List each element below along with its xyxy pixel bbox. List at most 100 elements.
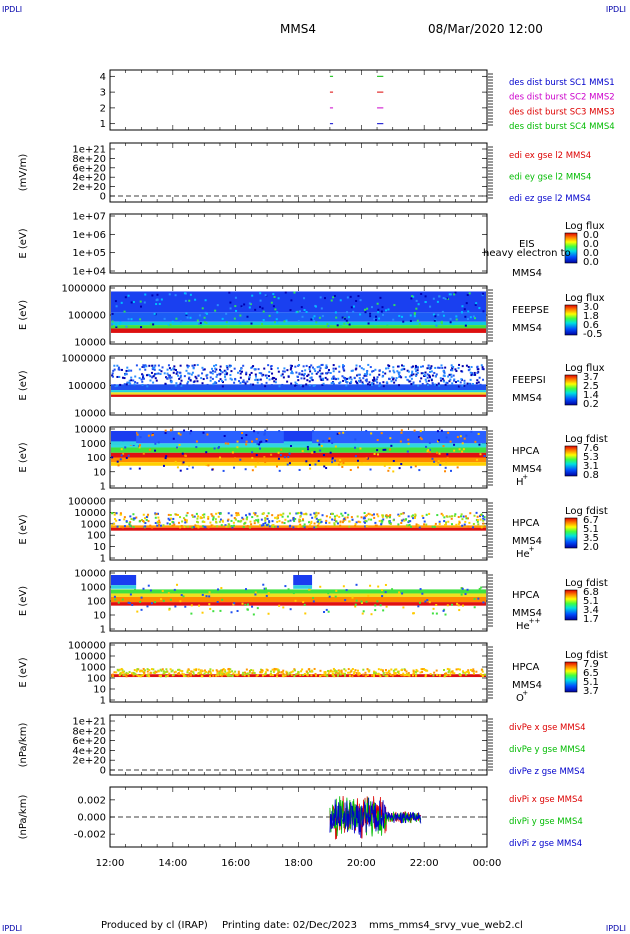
spectrogram-pixel: [237, 371, 240, 374]
spectrogram-pixel: [227, 671, 230, 674]
spectrogram-pixel: [287, 588, 290, 591]
spectrogram-pixel: [290, 671, 293, 674]
spectrogram-pixel: [266, 515, 269, 518]
spectrogram-pixel: [248, 669, 251, 672]
spectrogram-pixel: [410, 466, 413, 469]
spectrogram-pixel: [141, 376, 144, 379]
colorbar-tick-label: 0.8: [583, 470, 599, 481]
spectrogram-pixel: [429, 305, 432, 308]
spectrogram-pixel: [234, 296, 237, 299]
spectrogram-pixel: [399, 440, 402, 443]
spectrogram-pixel: [248, 526, 251, 529]
spectrogram-pixel: [319, 296, 322, 299]
spectrogram-pixel: [218, 670, 221, 673]
spectrogram-pixel: [120, 448, 123, 451]
instrument-label: FEEPSI: [512, 375, 546, 386]
spectrogram-pixel: [344, 516, 347, 519]
spectrogram-pixel: [358, 672, 361, 675]
spectrogram-pixel: [210, 513, 213, 516]
spectrogram-pixel: [272, 305, 275, 308]
spectrogram-pixel: [276, 516, 279, 519]
spectrogram-pixel: [421, 671, 424, 674]
spectrogram-pixel: [401, 592, 404, 595]
spectrogram-pixel: [152, 671, 155, 674]
spectrogram-pixel: [290, 382, 293, 385]
spectrogram-pixel: [440, 429, 443, 432]
spectrogram-pixel: [313, 315, 316, 318]
spectrogram-pixel: [451, 369, 454, 372]
spectrogram-pixel: [330, 377, 333, 380]
spectrogram-pixel: [221, 668, 224, 671]
spectrogram-pixel: [245, 518, 248, 521]
spectrogram-pixel: [321, 514, 324, 517]
spectrogram-pixel: [287, 455, 290, 458]
spectrogram-pixel: [447, 431, 450, 434]
spectrogram-pixel: [241, 673, 244, 676]
spectrogram-pixel: [228, 291, 231, 294]
spectrogram-pixel: [303, 673, 306, 676]
spectrogram-pixel: [232, 524, 235, 527]
spectrogram-pixel: [170, 376, 173, 379]
spectrogram-pixel: [322, 440, 325, 443]
spectrogram-pixel: [332, 673, 335, 676]
spectrogram-pixel: [268, 525, 271, 528]
spectrogram-pixel: [328, 437, 331, 440]
spectrogram-pixel: [211, 377, 214, 380]
spectrogram-pixel: [376, 302, 379, 305]
spectrogram-pixel: [314, 370, 317, 373]
spectrogram-pixel: [381, 375, 384, 378]
spectrogram-pixel: [187, 668, 190, 671]
spectrogram-pixel: [156, 524, 159, 527]
spectrogram-pixel: [299, 310, 302, 313]
spectrogram-pixel: [133, 517, 136, 520]
spectrogram-pixel: [179, 526, 182, 529]
spectrogram-pixel: [319, 669, 322, 672]
spectrogram-pixel: [200, 377, 203, 380]
spectrogram-pixel: [162, 670, 165, 673]
spectrogram-pixel: [297, 670, 300, 673]
spectrogram-pixel: [294, 518, 297, 521]
spectrogram-pixel: [334, 459, 337, 462]
spectrogram-pixel: [319, 377, 322, 380]
spectrogram-pixel: [314, 305, 317, 308]
spectrogram-pixel: [449, 674, 452, 677]
spectrogram-pixel: [260, 518, 263, 521]
spectrogram-pixel: [208, 603, 211, 606]
spectrogram-pixel: [321, 372, 324, 375]
spectrogram-pixel: [271, 514, 274, 517]
spectrogram-pixel: [212, 674, 215, 677]
spectrogram-pixel: [412, 373, 415, 376]
spectrogram-pixel: [478, 515, 481, 518]
spectrogram-pixel: [113, 364, 116, 367]
spectrogram-pixel: [186, 382, 189, 385]
colorbar-title: Log flux: [565, 363, 605, 374]
y-axis-label: (mV/m): [18, 154, 29, 192]
spectrogram-pixel: [202, 378, 205, 381]
spectrogram-pixel: [338, 672, 341, 675]
spectrogram-pixel: [385, 367, 388, 370]
spectrogram-pixel: [243, 674, 246, 677]
spectrogram-pixel: [443, 524, 446, 527]
spectrogram-pixel: [177, 374, 180, 377]
spectrogram-pixel: [267, 512, 270, 515]
y-tick-label: 8e+20: [72, 726, 106, 737]
spectrogram-pixel: [476, 520, 479, 523]
spectrogram-pixel: [132, 300, 135, 303]
spectrogram-pixel: [164, 457, 167, 460]
spectrogram-pixel: [482, 378, 485, 381]
spectrogram-pixel: [483, 673, 486, 676]
spectrogram-pixel: [111, 673, 114, 676]
spectrogram-pixel: [237, 520, 240, 523]
spectrogram-pixel: [373, 516, 376, 519]
spectrogram-pixel: [448, 380, 451, 383]
spectrogram-pixel: [172, 371, 175, 374]
spectrogram-pixel: [111, 374, 114, 377]
spectrogram-pixel: [298, 520, 301, 523]
spectrogram-pixel: [311, 372, 314, 375]
spectrogram-pixel: [409, 525, 412, 528]
spectrogram-pixel: [129, 521, 132, 524]
spectrogram-pixel: [277, 457, 280, 460]
spectrogram-pixel: [463, 379, 466, 382]
spectrogram-pixel: [442, 609, 445, 612]
spectrogram-pixel: [173, 588, 176, 591]
